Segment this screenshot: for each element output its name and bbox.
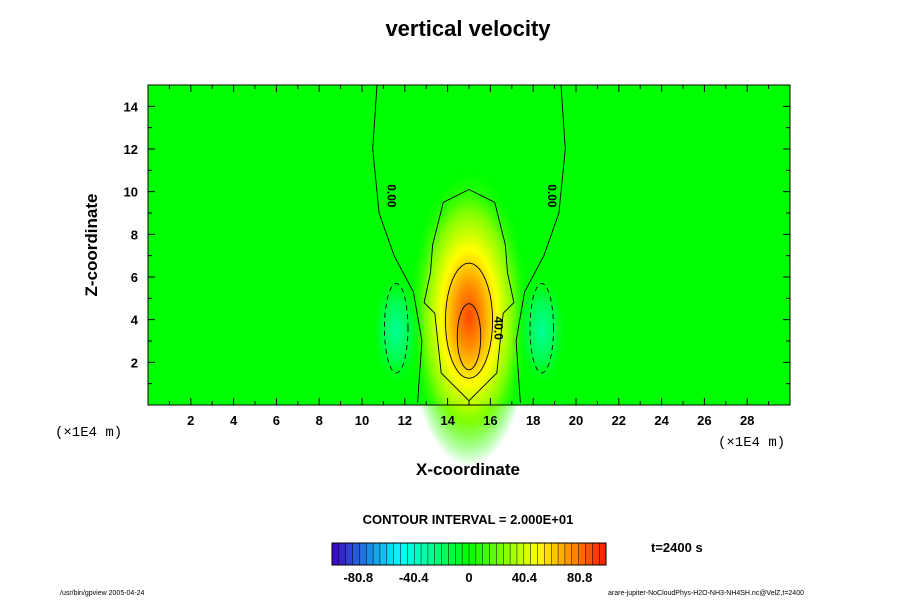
contour-label-1: 0.00 [385,184,399,208]
contour-label-3: 40.0 [492,317,506,341]
time-label: t=2400 s [651,540,703,555]
colorbar-tick-label: -40.4 [399,570,429,585]
colorbar-tick-label: 0 [465,570,472,585]
footer-left: /usr/bin/gpview 2005-04-24 [60,590,145,597]
updraft-shading [407,166,531,467]
colorbar-segment [469,543,477,565]
x-tick-label: 4 [230,413,238,428]
x-tick-label: 18 [526,413,540,428]
contour-zero-right [515,84,566,403]
contour-20 [423,188,515,402]
colorbar-segment [407,543,415,565]
colorbar-tick-label: 40.4 [512,570,538,585]
colorbar-segment [359,543,367,565]
x-tick-label: 22 [612,413,626,428]
x-tick-label: 12 [398,413,412,428]
x-tick-label: 26 [697,413,711,428]
contour-zero-left [372,84,423,403]
x-tick-label: 6 [273,413,280,428]
colorbar-tick-label: 80.8 [567,570,592,585]
y-tick-label: 8 [131,227,138,242]
x-tick-label: 20 [569,413,583,428]
colorbar-segment [345,543,354,565]
downdraft-shading-1 [370,270,423,391]
colorbar-segment [434,543,443,565]
colorbar-segment [386,543,395,565]
colorbar-segment [393,543,401,565]
contour-negative-2 [529,282,554,374]
colorbar-segment [551,543,559,565]
x-unit-left: (×1E4 m) [55,425,123,441]
colorbar-segment [448,543,456,565]
downdraft-shading-2 [515,270,568,391]
colorbar-segment [510,543,518,565]
colorbar-segment [421,543,429,565]
plot-area: 0.00 0.00 40.0 [148,84,790,467]
chart-title: vertical velocity [385,16,551,41]
colorbar-segment [558,543,566,565]
colorbar-segment [455,543,463,565]
y-tick-label: 6 [131,270,138,285]
x-unit-right: (×1E4 m) [718,435,786,451]
colorbar-segment [338,543,347,565]
x-tick-label: 24 [654,413,669,428]
x-tick-label: 8 [316,413,323,428]
colorbar-segment [366,543,374,565]
x-axis-label: X-coordinate [416,460,520,479]
colorbar: -80.8 -40.4 0 40.4 80.8 [331,542,607,585]
colorbar-segment [578,543,586,565]
contour-60 [456,303,482,371]
contour-negative-1 [384,282,409,374]
y-tick-label: 2 [131,355,138,370]
colorbar-segment [414,543,422,565]
x-tick-label: 28 [740,413,754,428]
contours [372,84,566,403]
colorbar-segment [544,543,552,565]
x-tick-label: 10 [355,413,369,428]
colorbar-segment [585,543,593,565]
contour-interval-text: CONTOUR INTERVAL = 2.000E+01 [362,512,574,527]
colorbar-segment [482,543,491,565]
colorbar-segment [537,543,545,565]
colorbar-segment [462,543,470,565]
x-tick-label: 16 [483,413,497,428]
colorbar-segment [530,543,538,565]
colorbar-segment [373,543,381,565]
x-tick-label: 14 [440,413,455,428]
colorbar-segment [379,543,388,565]
colorbar-segment [571,543,580,565]
colorbar-segment [400,543,408,565]
footer-right: arare-jupiter-NoCloudPhys-H2O-NH3-NH4SH.… [608,590,804,597]
y-tick-label: 10 [124,185,138,200]
contour-label-2: 0.00 [545,184,559,208]
colorbar-segment [599,543,607,565]
colorbar-segment [592,543,600,565]
colorbar-tick-label: -80.8 [343,570,373,585]
colorbar-segment [352,543,360,565]
colorbar-segment [496,543,504,565]
y-tick-label: 4 [131,313,139,328]
y-tick-label: 14 [124,99,139,114]
contour-40 [445,262,493,379]
colorbar-segment [475,543,484,565]
x-tick-label: 2 [187,413,194,428]
y-tick-label: 12 [124,142,138,157]
colorbar-segment [441,543,449,565]
colorbar-segment [332,543,340,565]
colorbar-segment [523,543,532,565]
colorbar-segment [564,543,573,565]
colorbar-segment [489,543,497,565]
colorbar-frame [331,542,607,566]
colorbar-segment [503,543,511,565]
colorbar-segment [427,543,436,565]
colorbar-segment [516,543,525,565]
